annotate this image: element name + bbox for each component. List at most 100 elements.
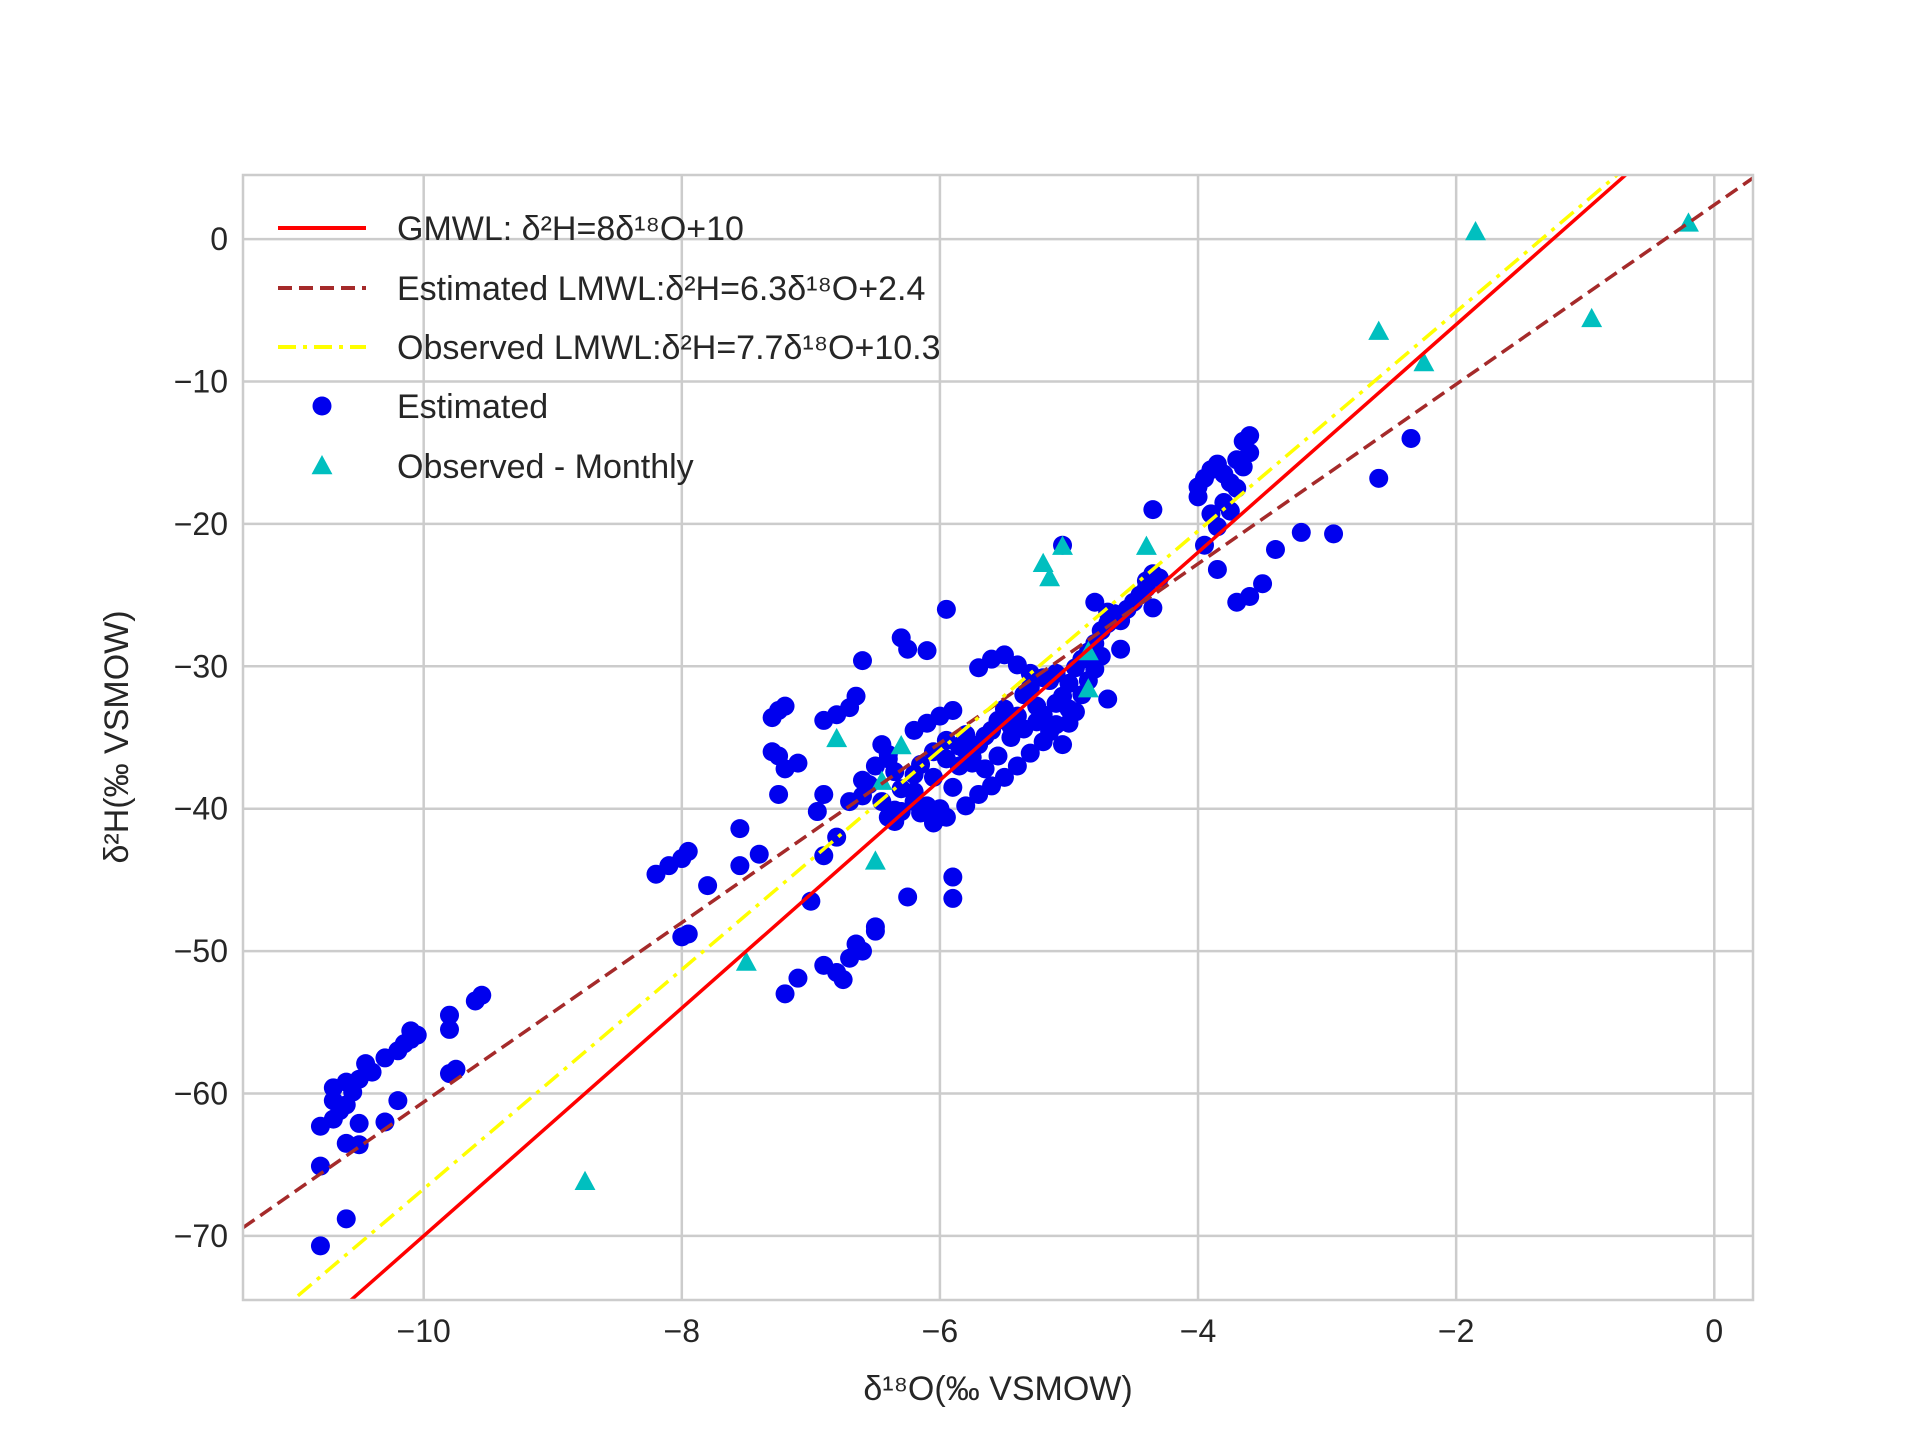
plot-background bbox=[243, 175, 1753, 1300]
legend-label: GMWL: δ²H=8δ¹⁸O+10 bbox=[397, 210, 744, 248]
estimated-point bbox=[788, 753, 808, 773]
estimated-point bbox=[730, 819, 750, 839]
estimated-point bbox=[749, 844, 769, 864]
estimated-point bbox=[814, 784, 834, 804]
estimated-point bbox=[994, 645, 1014, 665]
estimated-point bbox=[936, 807, 956, 827]
estimated-point bbox=[472, 985, 492, 1005]
estimated-point bbox=[310, 1156, 330, 1176]
estimated-point bbox=[678, 841, 698, 861]
x-tick-label: −4 bbox=[1180, 1313, 1216, 1349]
y-tick-label: −10 bbox=[174, 363, 228, 399]
estimated-point bbox=[788, 968, 808, 988]
estimated-point bbox=[962, 747, 982, 767]
estimated-point bbox=[388, 1091, 408, 1111]
estimated-point bbox=[1240, 443, 1260, 463]
estimated-point bbox=[730, 856, 750, 876]
estimated-point bbox=[775, 984, 795, 1004]
estimated-legend-swatch bbox=[312, 396, 332, 416]
estimated-point bbox=[917, 641, 937, 661]
legend-label: Estimated LMWL:δ²H=6.3δ¹⁸O+2.4 bbox=[397, 270, 925, 308]
observed-point bbox=[1052, 535, 1073, 555]
estimated-point bbox=[1091, 646, 1111, 666]
estimated-point bbox=[1098, 689, 1118, 709]
estimated-point bbox=[833, 970, 853, 990]
gmwl-line bbox=[348, 175, 1629, 1300]
estimated-point bbox=[949, 736, 969, 756]
estimated-point bbox=[1007, 756, 1027, 776]
estimated-point bbox=[1085, 592, 1105, 612]
grid bbox=[243, 175, 1753, 1300]
estimated-point bbox=[1059, 699, 1079, 719]
y-tick-label: 0 bbox=[210, 221, 228, 257]
estimated-point bbox=[1143, 598, 1163, 618]
estimated-lmwl-line bbox=[243, 176, 1753, 1230]
x-tick-label: −6 bbox=[922, 1313, 958, 1349]
estimated-point bbox=[1233, 457, 1253, 477]
estimated-point bbox=[865, 921, 885, 941]
estimated-point bbox=[439, 1005, 459, 1025]
plot-frame bbox=[241, 173, 1755, 1302]
estimated-point bbox=[1059, 673, 1079, 693]
estimated-point bbox=[1143, 500, 1163, 520]
estimated-point bbox=[1046, 715, 1066, 735]
observed-point bbox=[1413, 351, 1435, 372]
y-tick-label: −40 bbox=[174, 791, 228, 827]
estimated-point bbox=[1053, 735, 1073, 755]
estimated-point bbox=[878, 745, 898, 765]
estimated-point bbox=[1240, 426, 1260, 446]
estimated-point bbox=[1033, 732, 1053, 752]
observed-point bbox=[1465, 220, 1486, 241]
estimated-point bbox=[975, 759, 995, 779]
x-tick-label: −8 bbox=[664, 1313, 700, 1349]
estimated-point bbox=[1253, 574, 1273, 594]
legend-label: Estimated bbox=[397, 388, 548, 426]
estimated-point bbox=[1098, 602, 1118, 622]
estimated-point bbox=[1227, 478, 1247, 498]
x-tick-label: 0 bbox=[1705, 1313, 1723, 1349]
estimated-point bbox=[1020, 743, 1040, 763]
estimated-point bbox=[775, 696, 795, 716]
estimated-point bbox=[1369, 468, 1389, 488]
estimated-point bbox=[943, 867, 963, 887]
plot-area bbox=[243, 175, 1753, 1300]
estimated-point bbox=[994, 767, 1014, 787]
observed-point bbox=[890, 735, 912, 755]
estimated-point bbox=[769, 784, 789, 804]
x-tick-labels: −10 −8 −6 −4 −2 0 bbox=[397, 1313, 1724, 1349]
observed-point bbox=[871, 770, 893, 790]
estimated-point bbox=[943, 700, 963, 720]
y-tick-label: −30 bbox=[174, 648, 228, 684]
estimated-point bbox=[1136, 571, 1156, 591]
estimated-point bbox=[911, 803, 931, 823]
y-tick-label: −50 bbox=[174, 933, 228, 969]
estimated-point bbox=[1240, 587, 1260, 607]
estimated-point bbox=[807, 802, 827, 822]
observed-point bbox=[864, 850, 886, 870]
estimated-point bbox=[1027, 712, 1047, 732]
estimated-point bbox=[1265, 540, 1285, 560]
estimated-point bbox=[936, 599, 956, 619]
estimated-point bbox=[943, 777, 963, 797]
estimated-point bbox=[1324, 524, 1344, 544]
observed-point bbox=[735, 951, 757, 971]
estimated-point bbox=[852, 651, 872, 671]
observed-point bbox=[826, 727, 848, 748]
estimated-point bbox=[1207, 559, 1227, 579]
legend-label: Observed - Monthly bbox=[397, 448, 694, 486]
observed-point bbox=[1135, 535, 1157, 555]
estimated-point bbox=[898, 887, 918, 907]
observed-point bbox=[1039, 567, 1061, 587]
y-axis-label: δ²H(‰ VSMOW) bbox=[98, 610, 136, 863]
estimated-point bbox=[943, 888, 963, 908]
estimated-point bbox=[846, 686, 866, 706]
legend: GMWL: δ²H=8δ¹⁸O+10 Estimated LMWL:δ²H=6.3… bbox=[278, 210, 941, 486]
observed-legend-swatch bbox=[311, 455, 333, 475]
estimated-point bbox=[439, 1019, 459, 1039]
estimated-point bbox=[923, 742, 943, 762]
observed-point bbox=[574, 1170, 596, 1191]
observed-point bbox=[1368, 320, 1390, 340]
observed-point bbox=[1581, 307, 1603, 328]
estimated-point bbox=[698, 876, 718, 896]
